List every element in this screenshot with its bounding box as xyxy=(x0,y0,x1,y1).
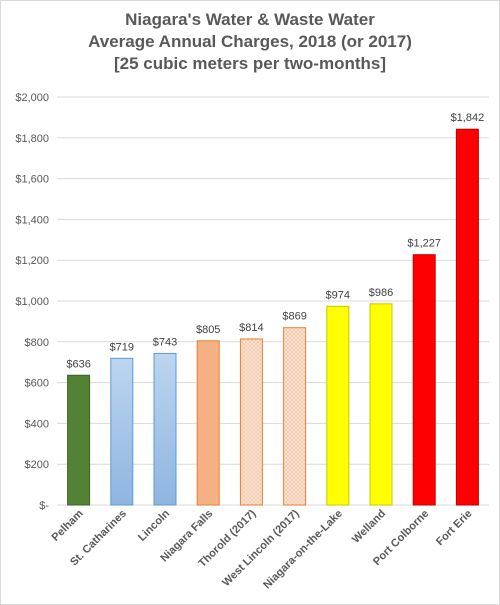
data-label: $1,227 xyxy=(407,238,441,250)
chart-title-line-1: Niagara's Water & Waste Water xyxy=(125,10,375,29)
chart-title-line-2: Average Annual Charges, 2018 (or 2017) xyxy=(88,32,412,51)
data-label: $719 xyxy=(110,341,134,353)
data-label: $814 xyxy=(239,322,263,334)
data-label: $636 xyxy=(66,358,90,370)
data-label: $743 xyxy=(153,336,177,348)
data-label: $805 xyxy=(196,324,220,336)
bar xyxy=(283,327,307,506)
y-tick-label: $2,000 xyxy=(15,92,49,104)
y-tick-label: $600 xyxy=(25,378,49,390)
y-tick-label: $1,600 xyxy=(15,174,49,186)
y-tick-label: $1,000 xyxy=(15,296,49,308)
chart-title-line-3: [25 cubic meters per two-months] xyxy=(113,54,387,73)
y-tick-label: $1,400 xyxy=(15,214,49,226)
y-tick-label: $1,800 xyxy=(15,133,49,145)
x-tick-label: Niagara-on-the-Lake xyxy=(261,508,345,592)
bar xyxy=(412,254,436,506)
y-axis-tick-labels: $- $200 $400 $600 $800 $1,000 $1,200 $1,400 $1,6… xyxy=(15,92,49,512)
chart-title: Niagara's Water & Waste Water Average An… xyxy=(1,9,499,75)
x-tick-label: Lincoln xyxy=(136,507,172,543)
data-label: $974 xyxy=(326,289,350,301)
x-tick-label: Welland xyxy=(350,508,388,546)
y-tick-label: $800 xyxy=(25,337,49,349)
y-tick-label: $400 xyxy=(25,418,49,430)
x-tick-label: West Lincoln (2017) xyxy=(220,507,302,589)
bar xyxy=(196,340,220,506)
bar xyxy=(110,357,134,506)
data-labels: $636 $719 $743 $805 $814 $869 $974 $986 $1,227 $1… xyxy=(66,112,484,370)
y-tick-label: $1,200 xyxy=(15,255,49,267)
data-label: $986 xyxy=(369,287,393,299)
bar xyxy=(153,352,177,506)
bar xyxy=(239,338,263,506)
bar xyxy=(369,303,393,506)
data-label: $1,842 xyxy=(451,112,485,124)
y-tick-label: $- xyxy=(39,500,49,512)
bar xyxy=(67,374,91,506)
bar xyxy=(326,305,350,506)
x-tick-label: Fort Erie xyxy=(434,508,474,548)
x-tick-label: Pelham xyxy=(50,507,86,543)
bars xyxy=(67,128,479,506)
data-label: $869 xyxy=(282,311,306,323)
bar xyxy=(455,128,479,506)
y-tick-label: $200 xyxy=(25,459,49,471)
